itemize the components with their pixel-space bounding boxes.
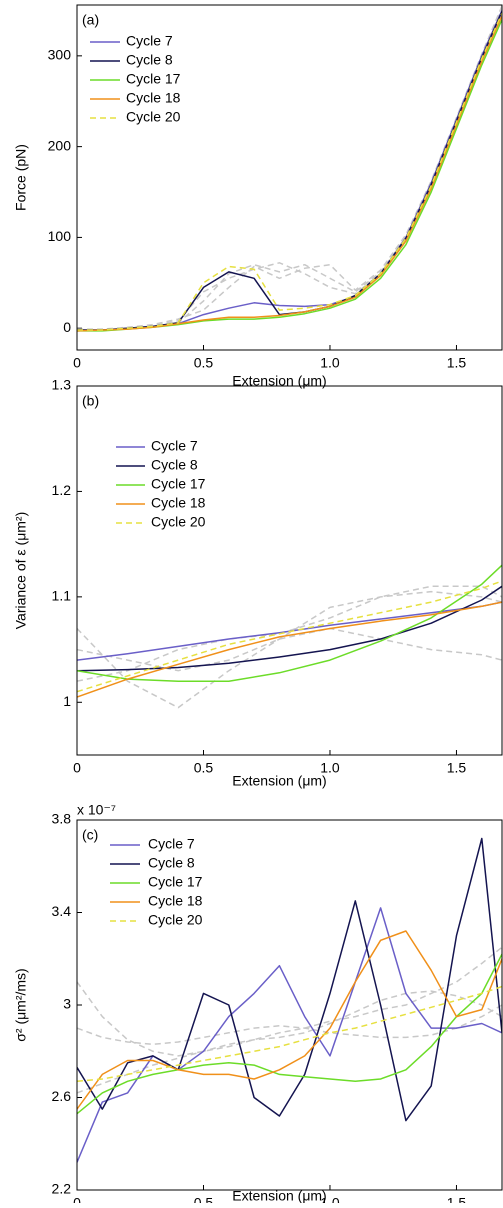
series-line — [77, 953, 502, 1115]
series-line — [77, 990, 502, 1094]
legend-label: Cycle 17 — [151, 476, 206, 492]
series-line — [77, 907, 502, 1163]
plot-area — [77, 5, 502, 332]
y-tick-label: 1.2 — [52, 482, 72, 498]
x-tick-label: 0.5 — [194, 355, 214, 371]
series-line — [77, 15, 502, 332]
x-tick-label: 0 — [73, 1195, 81, 1203]
x-tick-label: 1.5 — [447, 760, 467, 776]
y-tick-label: 0 — [63, 319, 71, 335]
legend-label: Cycle 8 — [148, 855, 195, 871]
legend-label: Cycle 17 — [148, 874, 203, 890]
x-tick-label: 1.0 — [320, 355, 340, 371]
series-line — [77, 580, 502, 693]
legend-label: Cycle 7 — [148, 836, 195, 852]
series-line — [77, 1004, 502, 1046]
x-tick-label: 1.0 — [320, 760, 340, 776]
series-line — [77, 837, 502, 1122]
x-axis-label: Extension (μm) — [232, 773, 326, 789]
axes-box — [76, 4, 503, 351]
y-axis-label: Variance of ε (μm²) — [13, 512, 29, 630]
plot-area — [77, 564, 502, 709]
y-tick-label: 3 — [63, 996, 71, 1012]
legend-label: Cycle 18 — [126, 90, 181, 106]
axes-box — [76, 385, 503, 756]
panel-label: (c) — [82, 827, 98, 843]
panel-label: (b) — [82, 393, 99, 409]
x-tick-label: 0.5 — [194, 760, 214, 776]
series-line — [77, 601, 502, 661]
axes-box — [76, 819, 503, 1191]
series-line — [77, 5, 502, 330]
x-tick-label: 1.5 — [447, 355, 467, 371]
x-tick-label: 0 — [73, 355, 81, 371]
y-tick-label: 2.2 — [52, 1181, 72, 1197]
x-tick-label: 0 — [73, 760, 81, 776]
panel-label: (a) — [82, 12, 99, 28]
legend-label: Cycle 17 — [126, 71, 181, 87]
y-tick-label: 3.4 — [52, 903, 72, 919]
legend-label: Cycle 18 — [148, 893, 203, 909]
y-tick-label: 300 — [48, 47, 72, 63]
plot-area — [77, 837, 502, 1163]
series-line — [77, 601, 502, 698]
y-tick-label: 200 — [48, 137, 72, 153]
legend-label: Cycle 20 — [151, 514, 206, 530]
series-line — [77, 627, 502, 672]
series-line — [77, 946, 502, 1057]
y-axis-label: σ² (μm²/ms) — [13, 968, 29, 1041]
y-axis-label: Force (pN) — [13, 144, 29, 211]
y-tick-label: 100 — [48, 228, 72, 244]
legend-label: Cycle 20 — [126, 109, 181, 125]
series-line — [77, 930, 502, 1110]
y-tick-label: 2.6 — [52, 1088, 72, 1104]
series-line — [77, 564, 502, 682]
legend-label: Cycle 20 — [148, 912, 203, 928]
series-line — [77, 585, 502, 682]
legend-label: Cycle 7 — [151, 438, 198, 454]
x-axis-label: Extension (μm) — [232, 1188, 326, 1203]
legend-label: Cycle 8 — [126, 52, 173, 68]
series-line — [77, 590, 502, 709]
legend-label: Cycle 18 — [151, 495, 206, 511]
x-tick-label: 1.5 — [447, 1195, 467, 1203]
y-tick-label: 1.1 — [52, 588, 72, 604]
series-line — [77, 985, 502, 1083]
x-axis-label: Extension (μm) — [232, 373, 326, 389]
y-exponent: x 10⁻⁷ — [77, 802, 116, 818]
legend-label: Cycle 7 — [126, 33, 173, 49]
series-line — [77, 585, 502, 672]
y-tick-label: 1 — [63, 693, 71, 709]
series-line — [77, 12, 502, 331]
y-tick-label: 3.8 — [52, 811, 72, 827]
legend-label: Cycle 8 — [151, 457, 198, 473]
y-tick-label: 1.3 — [52, 377, 72, 393]
x-tick-label: 0.5 — [194, 1195, 214, 1203]
